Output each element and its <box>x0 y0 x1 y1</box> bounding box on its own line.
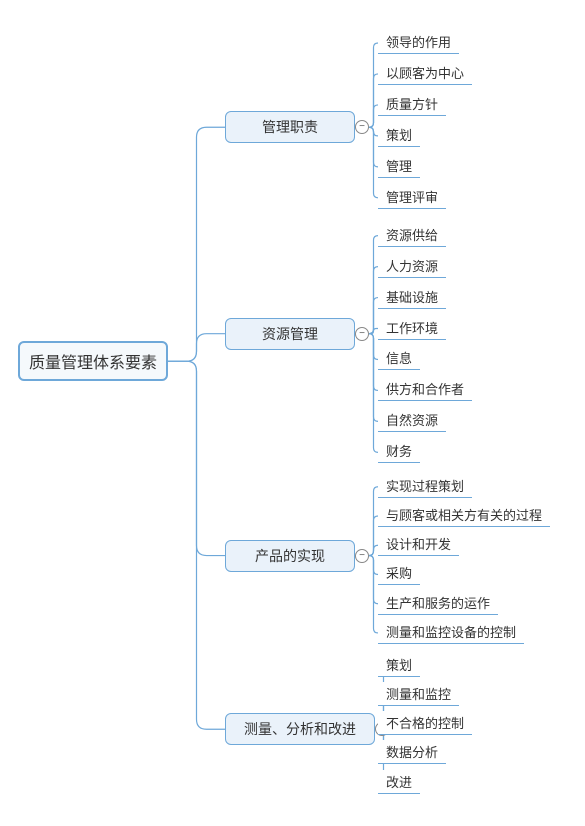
leaf-b3-5-label: 测量和监控设备的控制 <box>386 622 516 641</box>
leaf-b2-6-label: 自然资源 <box>386 410 438 429</box>
leaf-b4-0[interactable]: 策划 <box>378 653 420 677</box>
leaf-b2-0-label: 资源供给 <box>386 225 438 244</box>
leaf-b4-2-label: 不合格的控制 <box>386 713 464 732</box>
leaf-b1-1[interactable]: 以顾客为中心 <box>378 61 472 85</box>
root-node-label: 质量管理体系要素 <box>29 349 157 373</box>
leaf-b1-0[interactable]: 领导的作用 <box>378 30 459 54</box>
root-node[interactable]: 质量管理体系要素 <box>18 341 168 381</box>
leaf-b3-3[interactable]: 采购 <box>378 561 420 585</box>
leaf-b1-2-label: 质量方针 <box>386 94 438 113</box>
leaf-b2-1-label: 人力资源 <box>386 256 438 275</box>
leaf-b1-4-label: 管理 <box>386 156 412 175</box>
leaf-b2-6[interactable]: 自然资源 <box>378 408 446 432</box>
leaf-b3-4[interactable]: 生产和服务的运作 <box>378 591 498 615</box>
leaf-b1-5-label: 管理评审 <box>386 187 438 206</box>
branch-b2[interactable]: 资源管理 <box>225 318 355 350</box>
leaf-b4-4-label: 改进 <box>386 772 412 791</box>
leaf-b4-4[interactable]: 改进 <box>378 770 420 794</box>
toggle-b3[interactable]: − <box>355 549 369 563</box>
leaf-b2-7-label: 财务 <box>386 441 412 460</box>
leaf-b1-5[interactable]: 管理评审 <box>378 185 446 209</box>
branch-b3-label: 产品的实现 <box>255 546 325 566</box>
branch-b2-label: 资源管理 <box>262 324 318 344</box>
leaf-b3-3-label: 采购 <box>386 563 412 582</box>
leaf-b3-1[interactable]: 与顾客或相关方有关的过程 <box>378 503 550 527</box>
leaf-b2-5-label: 供方和合作者 <box>386 379 464 398</box>
leaf-b3-0-label: 实现过程策划 <box>386 476 464 495</box>
leaf-b3-2-label: 设计和开发 <box>386 534 451 553</box>
leaf-b1-0-label: 领导的作用 <box>386 32 451 51</box>
leaf-b2-4-label: 信息 <box>386 348 412 367</box>
branch-b3[interactable]: 产品的实现 <box>225 540 355 572</box>
leaf-b1-4[interactable]: 管理 <box>378 154 420 178</box>
leaf-b1-1-label: 以顾客为中心 <box>386 63 464 82</box>
toggle-b2[interactable]: − <box>355 327 369 341</box>
leaf-b2-3-label: 工作环境 <box>386 318 438 337</box>
leaf-b1-3[interactable]: 策划 <box>378 123 420 147</box>
leaf-b1-2[interactable]: 质量方针 <box>378 92 446 116</box>
leaf-b2-2[interactable]: 基础设施 <box>378 285 446 309</box>
leaf-b2-2-label: 基础设施 <box>386 287 438 306</box>
leaf-b2-4[interactable]: 信息 <box>378 346 420 370</box>
leaf-b3-5[interactable]: 测量和监控设备的控制 <box>378 620 524 644</box>
leaf-b2-1[interactable]: 人力资源 <box>378 254 446 278</box>
branch-b1[interactable]: 管理职责 <box>225 111 355 143</box>
leaf-b3-0[interactable]: 实现过程策划 <box>378 474 472 498</box>
leaf-b4-3-label: 数据分析 <box>386 742 438 761</box>
branch-b4[interactable]: 测量、分析和改进 <box>225 713 375 745</box>
leaf-b3-4-label: 生产和服务的运作 <box>386 593 490 612</box>
leaf-b4-0-label: 策划 <box>386 655 412 674</box>
leaf-b2-3[interactable]: 工作环境 <box>378 316 446 340</box>
branch-b4-label: 测量、分析和改进 <box>244 719 356 739</box>
leaf-b4-3[interactable]: 数据分析 <box>378 740 446 764</box>
leaf-b2-5[interactable]: 供方和合作者 <box>378 377 472 401</box>
leaf-b4-2[interactable]: 不合格的控制 <box>378 711 472 735</box>
leaf-b2-0[interactable]: 资源供给 <box>378 223 446 247</box>
leaf-b3-2[interactable]: 设计和开发 <box>378 532 459 556</box>
leaf-b1-3-label: 策划 <box>386 125 412 144</box>
branch-b1-label: 管理职责 <box>262 117 318 137</box>
leaf-b4-1-label: 测量和监控 <box>386 684 451 703</box>
leaf-b4-1[interactable]: 测量和监控 <box>378 682 459 706</box>
leaf-b2-7[interactable]: 财务 <box>378 439 420 463</box>
leaf-b3-1-label: 与顾客或相关方有关的过程 <box>386 505 542 524</box>
